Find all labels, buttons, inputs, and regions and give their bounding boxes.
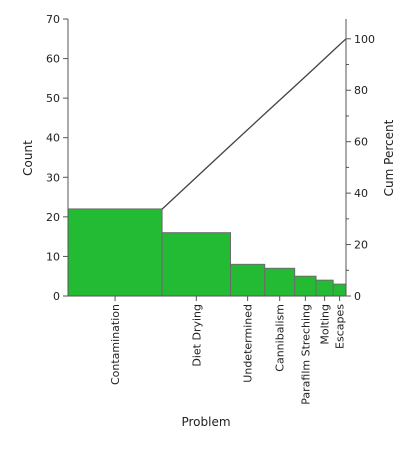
y2-tick-label: 0 (354, 290, 361, 303)
y-tick-label: 70 (46, 13, 60, 26)
x-tick-label: Contamination (109, 304, 122, 385)
y2-tick-label: 40 (354, 187, 368, 200)
cum-percent-line (161, 38, 347, 210)
bar-escapes (332, 283, 347, 297)
x-tick-label: Diet Drying (190, 304, 203, 367)
x-tick-label: Undetermined (242, 304, 255, 383)
y-tick-label: 20 (46, 211, 60, 224)
y-tick-label: 10 (46, 250, 60, 263)
bars-group (67, 208, 347, 297)
bar-diet-drying (161, 232, 232, 297)
y-tick-label: 60 (46, 53, 60, 66)
bar-undetermined (230, 263, 266, 297)
x-tick-label: Parafilm Streching (299, 304, 312, 405)
y2-tick-label: 80 (354, 84, 368, 97)
bar-contamination (67, 208, 163, 297)
y2-tick-label: 60 (354, 136, 368, 149)
x-tick-label: Escapes (334, 304, 347, 349)
y-tick-label: 40 (46, 132, 60, 145)
y2-tick-label: 100 (354, 33, 375, 46)
bar-molting (315, 279, 334, 297)
labels-group: 0 10 20 30 40 50 60 70 0 20 40 60 80 100 Contamination… (46, 13, 375, 405)
x-tick-label: Cannibalism (274, 304, 287, 372)
y-tick-label: 0 (53, 290, 60, 303)
bar-cannibalism (264, 267, 296, 297)
bar-parafilm-streching (294, 275, 317, 297)
x-tick-label: Molting (319, 304, 332, 345)
y2-tick-label: 20 (354, 239, 368, 252)
y2-axis-title: Cum Percent (382, 119, 396, 196)
cum-percent-line-group (161, 38, 347, 210)
y-axis-title: Count (21, 140, 35, 176)
y-tick-label: 50 (46, 92, 60, 105)
x-axis-title: Problem (181, 415, 230, 429)
axes-group (63, 18, 351, 301)
y-tick-label: 30 (46, 171, 60, 184)
